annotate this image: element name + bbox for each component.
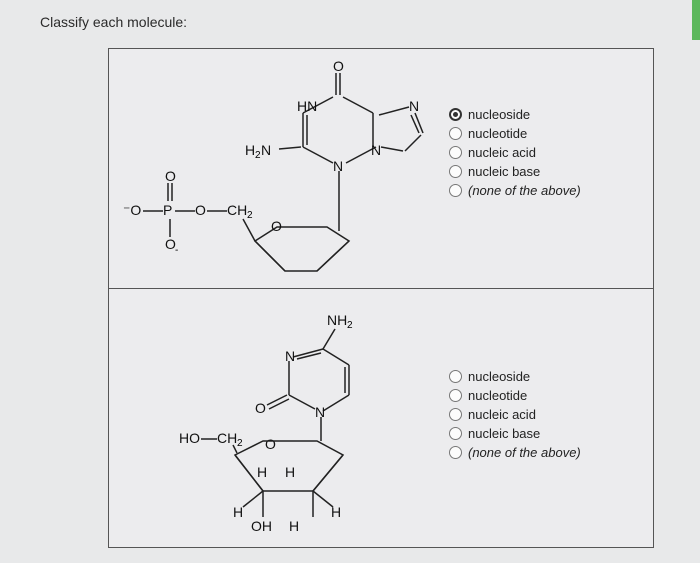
svg-text:NH: NH	[327, 312, 347, 328]
svg-text:2: 2	[347, 320, 353, 331]
svg-text:-: -	[175, 245, 178, 256]
svg-text:H: H	[289, 518, 299, 534]
options-group-1: nucleoside nucleotide nucleic acid nucle…	[449, 49, 649, 202]
svg-text:CH: CH	[217, 430, 237, 446]
svg-text:O: O	[271, 218, 282, 234]
option-nucleic-acid[interactable]: nucleic acid	[449, 407, 649, 422]
svg-text:2: 2	[237, 438, 243, 449]
svg-text:H: H	[331, 504, 341, 520]
molecule-row-1: ⁻O P O O - O CH 2 O	[109, 49, 653, 289]
svg-text:⁻O: ⁻O	[123, 202, 141, 218]
svg-text:N: N	[261, 142, 271, 158]
radio-icon	[449, 370, 462, 383]
option-none[interactable]: (none of the above)	[449, 183, 649, 198]
option-label: nucleoside	[468, 107, 530, 122]
svg-text:HN: HN	[297, 98, 317, 114]
structure-1: ⁻O P O O - O CH 2 O	[117, 55, 437, 294]
svg-text:N: N	[371, 142, 381, 158]
radio-icon	[449, 108, 462, 121]
radio-icon	[449, 184, 462, 197]
molecule-row-2: NH2 N N O O	[109, 289, 653, 547]
option-nucleotide[interactable]: nucleotide	[449, 388, 649, 403]
option-label: nucleic base	[468, 164, 540, 179]
svg-text:H: H	[233, 504, 243, 520]
option-label: (none of the above)	[468, 183, 581, 198]
svg-text:O: O	[333, 58, 344, 74]
svg-text:H: H	[257, 464, 267, 480]
svg-text:2: 2	[247, 210, 253, 221]
svg-text:HO: HO	[179, 430, 200, 446]
radio-icon	[449, 446, 462, 459]
svg-text:O: O	[165, 168, 176, 184]
option-label: nucleic base	[468, 426, 540, 441]
svg-text:P: P	[163, 202, 172, 218]
svg-text:N: N	[285, 348, 295, 364]
option-nucleoside[interactable]: nucleoside	[449, 107, 649, 122]
options-group-2: nucleoside nucleotide nucleic acid nucle…	[449, 289, 649, 464]
option-nucleic-base[interactable]: nucleic base	[449, 164, 649, 179]
option-none[interactable]: (none of the above)	[449, 445, 649, 460]
question-title: Classify each molecule:	[40, 14, 187, 30]
option-label: (none of the above)	[468, 445, 581, 460]
svg-text:O: O	[265, 436, 276, 452]
svg-text:N: N	[409, 98, 419, 114]
radio-icon	[449, 408, 462, 421]
option-label: nucleic acid	[468, 407, 536, 422]
option-nucleotide[interactable]: nucleotide	[449, 126, 649, 141]
option-label: nucleotide	[468, 388, 527, 403]
svg-text:O: O	[195, 202, 206, 218]
option-label: nucleotide	[468, 126, 527, 141]
structure-2: NH2 N N O O	[117, 295, 437, 553]
radio-icon	[449, 165, 462, 178]
radio-icon	[449, 389, 462, 402]
svg-text:H: H	[285, 464, 295, 480]
radio-icon	[449, 146, 462, 159]
option-label: nucleoside	[468, 369, 530, 384]
svg-text:CH: CH	[227, 202, 247, 218]
svg-text:H: H	[245, 142, 255, 158]
content-box: ⁻O P O O - O CH 2 O	[108, 48, 654, 548]
svg-text:O: O	[255, 400, 266, 416]
svg-text:N: N	[315, 404, 325, 420]
radio-icon	[449, 127, 462, 140]
option-nucleic-base[interactable]: nucleic base	[449, 426, 649, 441]
option-nucleic-acid[interactable]: nucleic acid	[449, 145, 649, 160]
svg-text:OH: OH	[251, 518, 272, 534]
svg-text:N: N	[333, 158, 343, 174]
accent-bar	[692, 0, 700, 40]
option-nucleoside[interactable]: nucleoside	[449, 369, 649, 384]
radio-icon	[449, 427, 462, 440]
option-label: nucleic acid	[468, 145, 536, 160]
